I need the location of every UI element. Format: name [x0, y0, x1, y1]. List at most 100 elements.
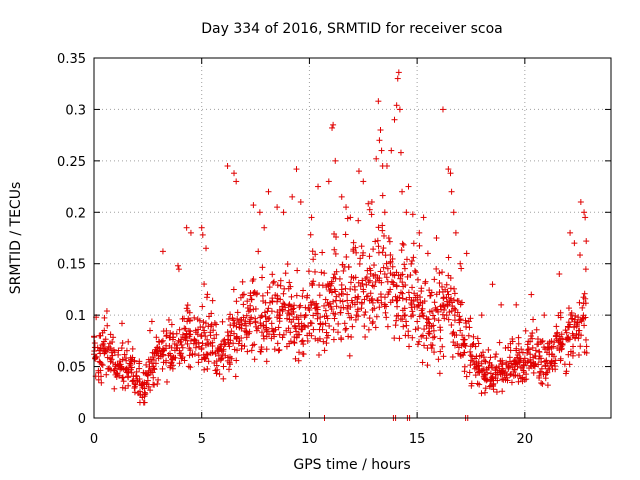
data-point	[287, 338, 294, 345]
data-point	[507, 347, 514, 354]
data-point	[309, 248, 316, 255]
data-point	[359, 280, 366, 287]
data-point	[265, 305, 272, 312]
data-point	[296, 349, 303, 356]
data-point	[333, 234, 340, 241]
data-point	[342, 231, 349, 238]
data-point	[381, 271, 388, 277]
data-point	[141, 391, 148, 398]
data-point	[502, 344, 509, 351]
data-point	[348, 297, 355, 304]
data-point	[220, 338, 227, 345]
data-point	[546, 366, 553, 373]
data-point	[467, 362, 474, 369]
data-point	[284, 315, 291, 322]
data-point	[472, 343, 479, 350]
data-point	[319, 282, 326, 289]
data-point	[374, 275, 381, 282]
data-point	[399, 295, 406, 302]
data-point	[93, 354, 100, 361]
data-point	[403, 296, 410, 303]
data-point	[279, 306, 286, 313]
data-point	[452, 229, 459, 236]
data-points	[91, 69, 590, 421]
data-point	[325, 332, 332, 339]
data-point	[110, 367, 117, 374]
data-point	[352, 244, 359, 251]
data-point	[302, 324, 309, 331]
data-point	[358, 243, 365, 250]
data-point	[224, 336, 231, 343]
data-point	[537, 369, 544, 376]
data-point	[538, 379, 545, 386]
data-point	[119, 356, 126, 363]
data-point	[508, 379, 515, 386]
data-point	[375, 98, 382, 105]
data-point	[351, 283, 358, 290]
data-point	[239, 278, 246, 285]
data-point	[186, 309, 193, 316]
data-point	[516, 355, 523, 362]
data-point	[275, 347, 282, 354]
data-point	[98, 379, 105, 386]
data-point	[414, 318, 421, 325]
data-point	[562, 327, 569, 334]
data-point	[259, 264, 266, 271]
data-point	[198, 344, 205, 351]
data-point	[357, 255, 364, 262]
data-point	[233, 333, 240, 340]
data-point	[466, 369, 473, 376]
data-point	[571, 240, 578, 247]
data-point	[498, 301, 505, 308]
data-point	[118, 345, 125, 352]
y-tick-label: 0	[78, 412, 86, 427]
data-point	[233, 357, 240, 364]
data-point	[124, 373, 131, 380]
data-point	[527, 333, 534, 340]
data-point	[300, 351, 307, 358]
data-point	[327, 282, 334, 289]
y-tick-label: 0.2	[65, 206, 86, 221]
data-point	[381, 209, 388, 216]
data-point	[451, 290, 458, 297]
data-point	[183, 224, 190, 231]
data-point	[533, 326, 540, 333]
data-point	[330, 326, 337, 333]
data-point	[396, 335, 403, 342]
x-tick-label: 10	[301, 432, 318, 447]
data-point	[282, 270, 289, 277]
data-point	[164, 378, 171, 385]
data-point	[285, 325, 292, 332]
data-point	[393, 317, 400, 324]
data-point	[98, 373, 105, 380]
data-point	[162, 345, 169, 352]
data-point	[456, 313, 463, 320]
data-point	[383, 260, 390, 267]
data-point	[544, 382, 551, 389]
data-point	[341, 263, 348, 270]
data-point	[154, 380, 161, 387]
data-point	[216, 371, 223, 378]
data-point	[305, 322, 312, 329]
data-point	[440, 353, 447, 360]
data-point	[372, 324, 379, 331]
data-point	[390, 281, 397, 288]
data-point	[424, 250, 431, 257]
data-point	[443, 281, 450, 288]
data-point	[220, 346, 227, 353]
data-point	[280, 300, 287, 307]
data-point	[319, 249, 326, 256]
data-point	[314, 310, 321, 317]
data-point	[225, 315, 232, 322]
data-point	[567, 348, 574, 355]
data-point	[463, 373, 470, 380]
data-point	[185, 315, 192, 322]
data-point	[414, 276, 421, 283]
data-point	[286, 279, 293, 286]
data-point	[121, 351, 128, 358]
data-point	[428, 323, 435, 330]
data-point	[493, 351, 500, 358]
data-point	[581, 290, 588, 297]
data-point	[343, 204, 350, 211]
data-point	[454, 309, 461, 316]
